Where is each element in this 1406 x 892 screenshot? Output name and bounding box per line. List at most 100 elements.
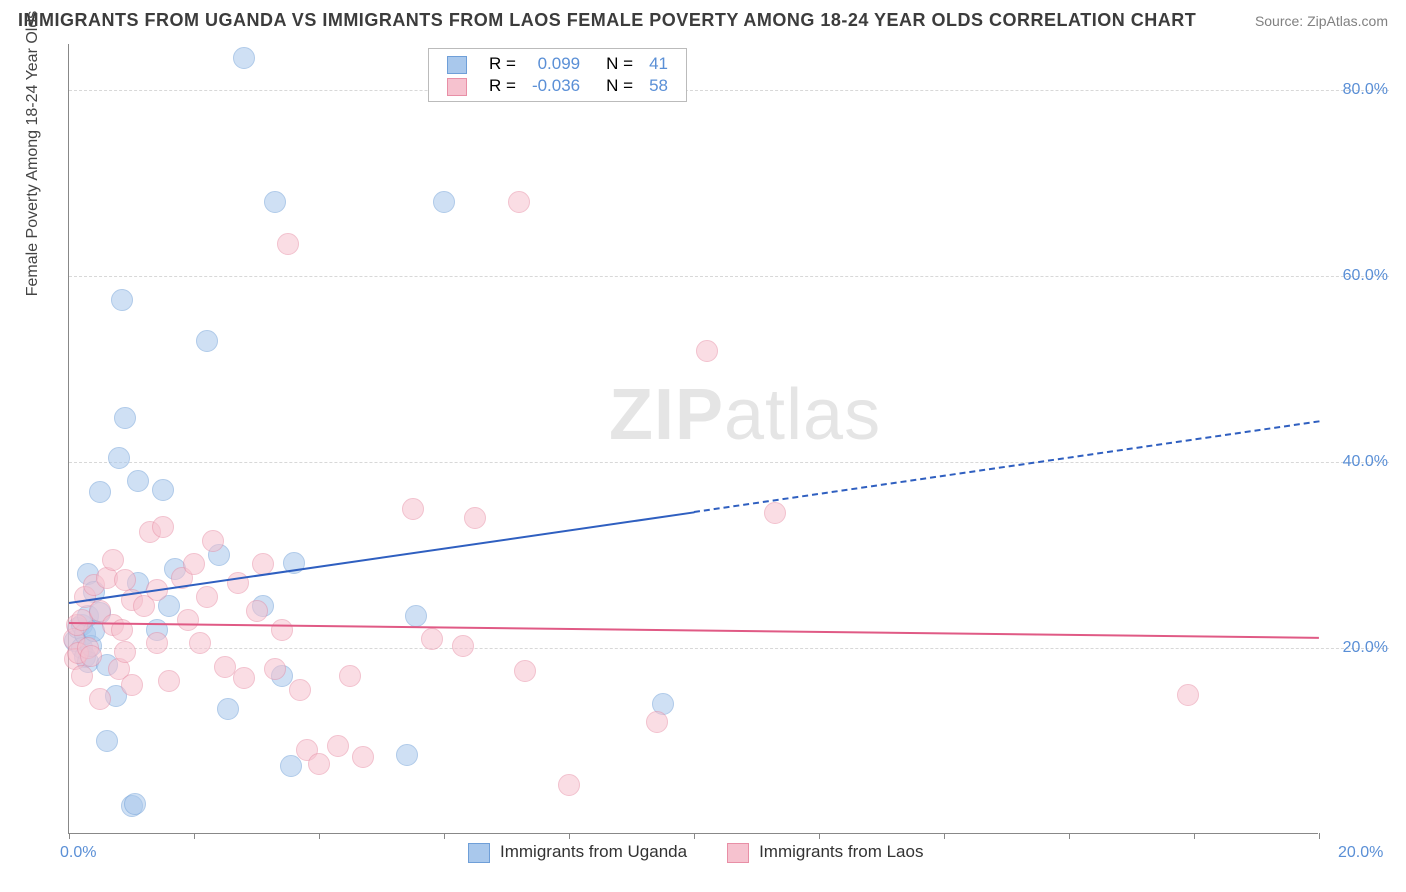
data-point-laos <box>327 735 349 757</box>
data-point-laos <box>102 549 124 571</box>
data-point-uganda <box>96 730 118 752</box>
series-legend: Immigrants from Uganda Immigrants from L… <box>468 842 923 863</box>
x-tick <box>694 833 695 839</box>
data-point-uganda <box>108 447 130 469</box>
data-point-uganda <box>405 605 427 627</box>
data-point-uganda <box>196 330 218 352</box>
data-point-laos <box>352 746 374 768</box>
data-point-laos <box>308 753 330 775</box>
data-point-laos <box>80 645 102 667</box>
data-point-laos <box>696 340 718 362</box>
data-point-laos <box>646 711 668 733</box>
n-value-uganda: 41 <box>641 53 676 75</box>
data-point-laos <box>177 609 199 631</box>
data-point-laos <box>452 635 474 657</box>
trend-line <box>69 622 1319 639</box>
data-point-laos <box>189 632 211 654</box>
data-point-laos <box>121 674 143 696</box>
data-point-laos <box>202 530 224 552</box>
data-point-laos <box>183 553 205 575</box>
gridline <box>69 90 1389 91</box>
trend-line <box>694 420 1319 513</box>
gridline <box>69 648 1389 649</box>
data-point-laos <box>246 600 268 622</box>
data-point-laos <box>339 665 361 687</box>
data-point-laos <box>421 628 443 650</box>
data-point-laos <box>114 641 136 663</box>
data-point-uganda <box>152 479 174 501</box>
chart-container: Female Poverty Among 18-24 Year Olds ZIP… <box>68 44 1388 834</box>
data-point-uganda <box>433 191 455 213</box>
n-value-laos: 58 <box>641 75 676 97</box>
plot-area: ZIPatlas 20.0%40.0%60.0%80.0% <box>68 44 1318 834</box>
legend-item-laos: Immigrants from Laos <box>727 842 923 863</box>
data-point-laos <box>89 688 111 710</box>
data-point-laos <box>764 502 786 524</box>
legend-label-laos: Immigrants from Laos <box>759 842 923 861</box>
data-point-laos <box>146 632 168 654</box>
swatch-laos <box>727 843 749 863</box>
data-point-uganda <box>124 793 146 815</box>
x-axis-end-label: 20.0% <box>1338 844 1383 862</box>
data-point-laos <box>158 670 180 692</box>
swatch-uganda <box>468 843 490 863</box>
correlation-legend: R = 0.099 N = 41 R = -0.036 N = 58 <box>428 48 687 102</box>
x-tick <box>444 833 445 839</box>
data-point-uganda <box>114 407 136 429</box>
swatch-laos <box>447 78 467 96</box>
data-point-laos <box>271 619 293 641</box>
y-axis-title: Female Poverty Among 18-24 Year Olds <box>24 11 42 297</box>
swatch-uganda <box>447 56 467 74</box>
y-tick-label: 80.0% <box>1328 81 1388 99</box>
r-value-laos: -0.036 <box>524 75 588 97</box>
data-point-laos <box>233 667 255 689</box>
data-point-laos <box>196 586 218 608</box>
legend-label-uganda: Immigrants from Uganda <box>500 842 687 861</box>
gridline <box>69 276 1389 277</box>
source-label: Source: ZipAtlas.com <box>1255 13 1388 29</box>
data-point-laos <box>277 233 299 255</box>
y-tick-label: 40.0% <box>1328 453 1388 471</box>
x-tick <box>819 833 820 839</box>
r-value-uganda: 0.099 <box>524 53 588 75</box>
n-label: N = <box>588 53 641 75</box>
data-point-laos <box>514 660 536 682</box>
data-point-laos <box>402 498 424 520</box>
data-point-laos <box>558 774 580 796</box>
legend-row-laos: R = -0.036 N = 58 <box>439 75 676 97</box>
watermark-light: atlas <box>724 375 881 455</box>
x-tick <box>1194 833 1195 839</box>
data-point-laos <box>508 191 530 213</box>
data-point-uganda <box>89 481 111 503</box>
data-point-laos <box>71 665 93 687</box>
data-point-laos <box>264 658 286 680</box>
x-tick <box>1319 833 1320 839</box>
watermark: ZIPatlas <box>609 374 881 456</box>
y-tick-label: 60.0% <box>1328 267 1388 285</box>
y-tick-label: 20.0% <box>1328 639 1388 657</box>
n-label: N = <box>588 75 641 97</box>
data-point-uganda <box>127 470 149 492</box>
r-label: R = <box>481 53 524 75</box>
legend-item-uganda: Immigrants from Uganda <box>468 842 687 863</box>
gridline <box>69 462 1389 463</box>
data-point-laos <box>1177 684 1199 706</box>
data-point-uganda <box>396 744 418 766</box>
chart-title: IMMIGRANTS FROM UGANDA VS IMMIGRANTS FRO… <box>18 10 1196 31</box>
data-point-laos <box>464 507 486 529</box>
data-point-uganda <box>233 47 255 69</box>
x-tick <box>1069 833 1070 839</box>
x-tick <box>944 833 945 839</box>
watermark-bold: ZIP <box>609 375 724 455</box>
x-tick <box>194 833 195 839</box>
x-tick <box>319 833 320 839</box>
legend-row-uganda: R = 0.099 N = 41 <box>439 53 676 75</box>
x-tick <box>69 833 70 839</box>
data-point-laos <box>289 679 311 701</box>
data-point-uganda <box>264 191 286 213</box>
data-point-uganda <box>111 289 133 311</box>
data-point-uganda <box>217 698 239 720</box>
x-tick <box>569 833 570 839</box>
r-label: R = <box>481 75 524 97</box>
x-axis-start-label: 0.0% <box>60 844 96 862</box>
